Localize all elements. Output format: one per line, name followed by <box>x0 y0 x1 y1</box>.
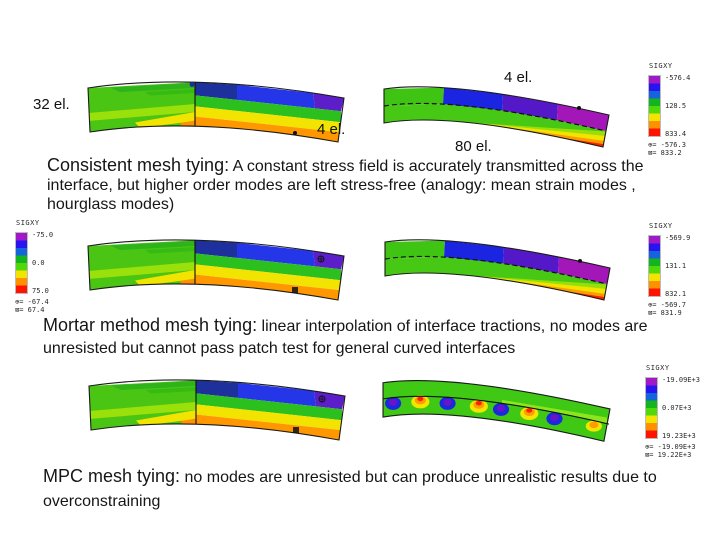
caption-mpc-heading: MPC mesh tying: <box>43 466 181 486</box>
mesh-label-32el: 32 el. <box>33 96 70 113</box>
caption-consistent-heading: Consistent mesh tying: <box>47 155 230 175</box>
contour-plot-mortar-horizontal-interface <box>383 234 613 308</box>
mesh-label-4el-left-beam: 4 el. <box>317 121 346 138</box>
legend-min-value: ⊕= -19.09E+3 <box>645 443 696 451</box>
legend-tick-min: -576.4 <box>665 74 691 82</box>
legend-min-value: ⊕= -67.4 <box>15 298 49 306</box>
legend-tick-max: 75.0 <box>32 287 49 295</box>
caption-consistent-body: A constant stress field is accurately tr… <box>47 158 644 213</box>
color-legend-mpc: SIGXY -19.09E+3 0.07E+3 19.23E+3 ⊕= -19.… <box>645 364 715 459</box>
legend-tick-max: 833.4 <box>665 130 687 138</box>
caption-mortar-body: linear interpolation of interface tracti… <box>43 318 648 357</box>
contour-plot-consistent-vertical-interface <box>85 74 347 146</box>
legend-min-value: ⊕= -569.7 <box>648 301 686 309</box>
legend-tick-max: 19.23E+3 <box>662 432 696 440</box>
legend-tick-mid: 131.1 <box>665 262 687 270</box>
legend-tick-mid: 0.07E+3 <box>662 404 692 412</box>
legend-tick-min: -19.09E+3 <box>662 376 700 384</box>
legend-max-value: ⊠= 19.22E+3 <box>645 451 692 459</box>
contour-plot-consistent-horizontal-interface <box>382 81 612 155</box>
rainbow-colorbar <box>648 235 661 297</box>
legend-title: SIGXY <box>649 62 673 70</box>
color-legend-mortar-right: SIGXY -569.9 131.1 832.1 ⊕= -569.7 ⊠= 83… <box>648 222 710 317</box>
mesh-label-4el-right-beam: 4 el. <box>504 69 533 86</box>
caption-mortar: Mortar method mesh tying: linear interpo… <box>43 314 683 360</box>
color-legend-mortar-left: SIGXY -75.0 0.0 75.0 ⊕= -67.4 ⊠= 67.4 <box>15 219 77 314</box>
mesh-label-80el: 80 el. <box>455 138 492 155</box>
legend-max-value: ⊠= 833.2 <box>648 149 682 157</box>
caption-consistent: Consistent mesh tying: A constant stress… <box>47 156 687 214</box>
legend-tick-min: -569.9 <box>665 234 691 242</box>
legend-tick-mid: 0.0 <box>32 259 45 267</box>
caption-mpc-body: no modes are unresisted but can produce … <box>43 469 657 510</box>
legend-tick-max: 832.1 <box>665 290 687 298</box>
contour-plot-mortar-vertical-interface <box>85 232 347 304</box>
legend-title: SIGXY <box>649 222 673 230</box>
legend-title: SIGXY <box>646 364 670 372</box>
caption-mortar-heading: Mortar method mesh tying: <box>43 315 258 335</box>
color-legend-consistent: SIGXY -576.4 128.5 833.4 ⊕= -576.3 ⊠= 83… <box>648 62 710 157</box>
rainbow-colorbar <box>648 75 661 137</box>
caption-mpc: MPC mesh tying: no modes are unresisted … <box>43 464 663 514</box>
contour-plot-mpc-vertical-interface <box>86 372 348 444</box>
legend-title: SIGXY <box>16 219 40 227</box>
contour-plot-mpc-horizontal-interface <box>381 374 613 450</box>
legend-max-value: ⊠= 831.9 <box>648 309 682 317</box>
legend-tick-min: -75.0 <box>32 231 54 239</box>
legend-tick-mid: 128.5 <box>665 102 687 110</box>
legend-min-value: ⊕= -576.3 <box>648 141 686 149</box>
rainbow-colorbar <box>645 377 658 439</box>
legend-max-value: ⊠= 67.4 <box>15 306 45 314</box>
rainbow-colorbar <box>15 232 28 294</box>
